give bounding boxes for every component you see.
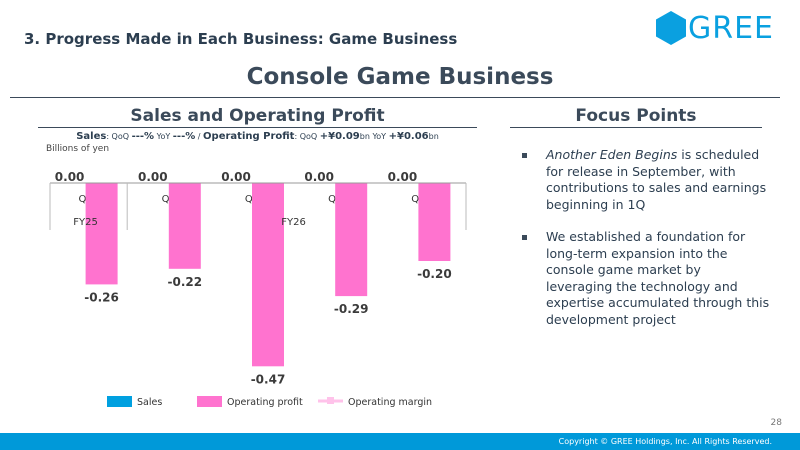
section-heading: Focus Points: [510, 106, 762, 128]
data-label: -0.20: [417, 267, 452, 281]
data-label: 0.00: [221, 170, 251, 184]
data-label: -0.26: [84, 290, 119, 304]
summary-part: +¥0.09: [319, 131, 360, 142]
legend-label: Operating profit: [227, 397, 303, 408]
summary-part: bn: [428, 132, 439, 141]
rule: [10, 97, 780, 98]
summary-part: +¥0.06: [388, 131, 429, 142]
focus-text: We established a foundation for long-ter…: [546, 229, 770, 327]
legend-marker: [327, 397, 334, 404]
page-title: Console Game Business: [246, 64, 554, 90]
summary-part: : QoQ: [106, 132, 132, 141]
focus-text: is scheduled for release in September, w…: [546, 147, 767, 212]
focus-text: Another Eden Begins: [546, 147, 678, 162]
data-label: 0.00: [304, 170, 334, 184]
y-axis-label: Billions of yen: [46, 144, 109, 154]
summary-part: Operating Profit: [203, 131, 295, 142]
group-label: FY25: [73, 217, 98, 228]
data-label: -0.22: [168, 275, 203, 289]
summary: Sales: QoQ ---% YoY ---% / Operating Pro…: [38, 131, 477, 142]
logo-hexagon: [655, 11, 686, 45]
copyright: Copyright © GREE Holdings, Inc. All Righ…: [558, 437, 772, 446]
summary-part: : QoQ: [294, 132, 320, 141]
group-label: FY26: [281, 217, 306, 228]
bar: [252, 183, 284, 367]
logo: GREE: [654, 10, 774, 46]
data-label: 0.00: [55, 170, 85, 184]
page-number: 28: [770, 418, 782, 428]
data-label: -0.47: [251, 372, 286, 386]
footer-band: [0, 433, 800, 450]
legend-swatch: [197, 396, 222, 407]
summary-part: ---%: [172, 131, 196, 142]
focus-points: Another Eden Begins is scheduled for rel…: [520, 147, 770, 344]
summary-part: YoY: [369, 132, 389, 141]
summary-part: YoY: [154, 132, 173, 141]
bar: [335, 183, 368, 297]
summary-part: Sales: [76, 131, 107, 142]
data-label: 0.00: [138, 170, 168, 184]
section-heading: Sales and Operating Profit: [38, 106, 477, 128]
data-label: 0.00: [388, 170, 418, 184]
chart: Billions of yenQ40.00-0.26Q10.00-0.22Q20…: [46, 144, 467, 408]
legend-swatch: [107, 396, 132, 407]
focus-point: We established a foundation for long-ter…: [520, 229, 770, 328]
bar: [418, 183, 451, 261]
legend-label: Operating margin: [348, 397, 432, 408]
logo-text: GREE: [687, 10, 774, 46]
focus-point: Another Eden Begins is scheduled for rel…: [520, 147, 770, 213]
summary-part: ---%: [131, 131, 155, 142]
legend-label: Sales: [137, 397, 162, 408]
data-label: -0.29: [334, 302, 369, 316]
summary-part: /: [195, 132, 204, 141]
summary-part: bn: [359, 132, 370, 141]
bar: [85, 183, 118, 285]
bar: [168, 183, 201, 269]
section-title: 3. Progress Made in Each Business: Game …: [24, 30, 458, 48]
